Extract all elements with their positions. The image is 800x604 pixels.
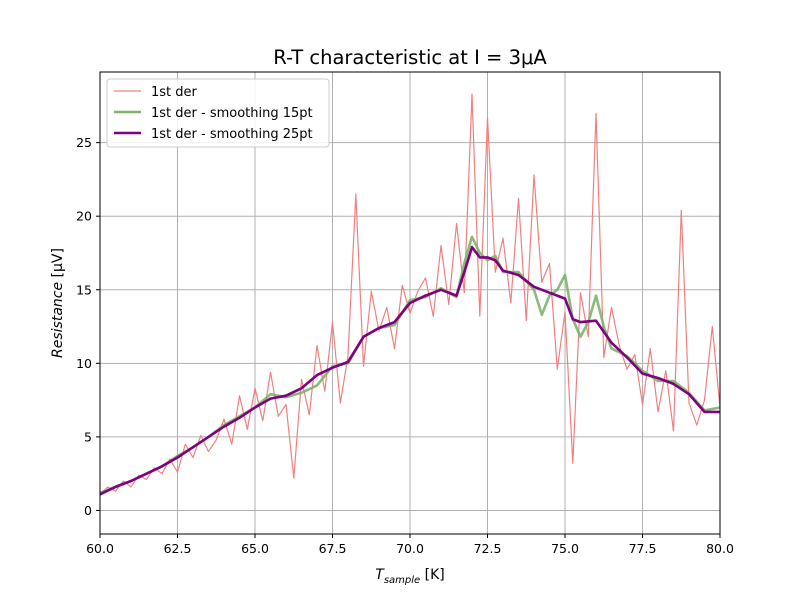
x-tick-label: 60.0 bbox=[86, 541, 114, 556]
y-tick-label: 0 bbox=[84, 503, 92, 518]
x-axis-label: Tsample [K] bbox=[375, 567, 444, 586]
y-tick-label: 5 bbox=[84, 429, 92, 444]
y-axis-label-main: Resistance bbox=[50, 282, 66, 358]
series-group bbox=[99, 93, 721, 496]
y-axis: 0 5 10 15 20 25 bbox=[76, 135, 100, 518]
legend-label-smoothing-15pt: 1st der - smoothing 15pt bbox=[151, 106, 313, 121]
x-axis-label-sub: sample bbox=[384, 575, 420, 586]
x-tick-label: 67.5 bbox=[319, 541, 347, 556]
x-tick-label: 77.5 bbox=[629, 541, 657, 556]
y-tick-label: 15 bbox=[76, 282, 92, 297]
x-axis-label-main: T bbox=[375, 567, 385, 583]
legend-label-smoothing-25pt: 1st der - smoothing 25pt bbox=[151, 127, 313, 142]
y-axis-label: Resistance [μV] bbox=[50, 248, 66, 358]
y-axis-label-unit: [μV] bbox=[50, 248, 66, 282]
x-tick-label: 62.5 bbox=[164, 541, 192, 556]
x-tick-label: 65.0 bbox=[241, 541, 269, 556]
chart-title: R-T characteristic at I = 3μA bbox=[273, 46, 547, 69]
y-tick-label: 10 bbox=[76, 356, 92, 371]
series-line-1st-der-smoothing-15pt bbox=[99, 235, 721, 495]
legend: 1st der 1st der - smoothing 15pt 1st der… bbox=[106, 78, 330, 148]
x-axis: 60.0 62.5 65.0 67.5 70.0 72.5 75.0 77.5 80.0 bbox=[86, 534, 734, 556]
x-axis-label-unit: [K] bbox=[420, 567, 445, 583]
series-line-1st-der-smoothing-25pt bbox=[99, 245, 720, 496]
legend-label-1st-der: 1st der bbox=[151, 85, 198, 100]
legend-box bbox=[106, 78, 330, 148]
x-tick-label: 75.0 bbox=[551, 541, 579, 556]
y-tick-label: 25 bbox=[76, 135, 92, 150]
x-tick-label: 80.0 bbox=[706, 541, 734, 556]
y-tick-label: 20 bbox=[76, 209, 92, 224]
x-tick-label: 72.5 bbox=[474, 541, 502, 556]
x-tick-label: 70.0 bbox=[396, 541, 424, 556]
